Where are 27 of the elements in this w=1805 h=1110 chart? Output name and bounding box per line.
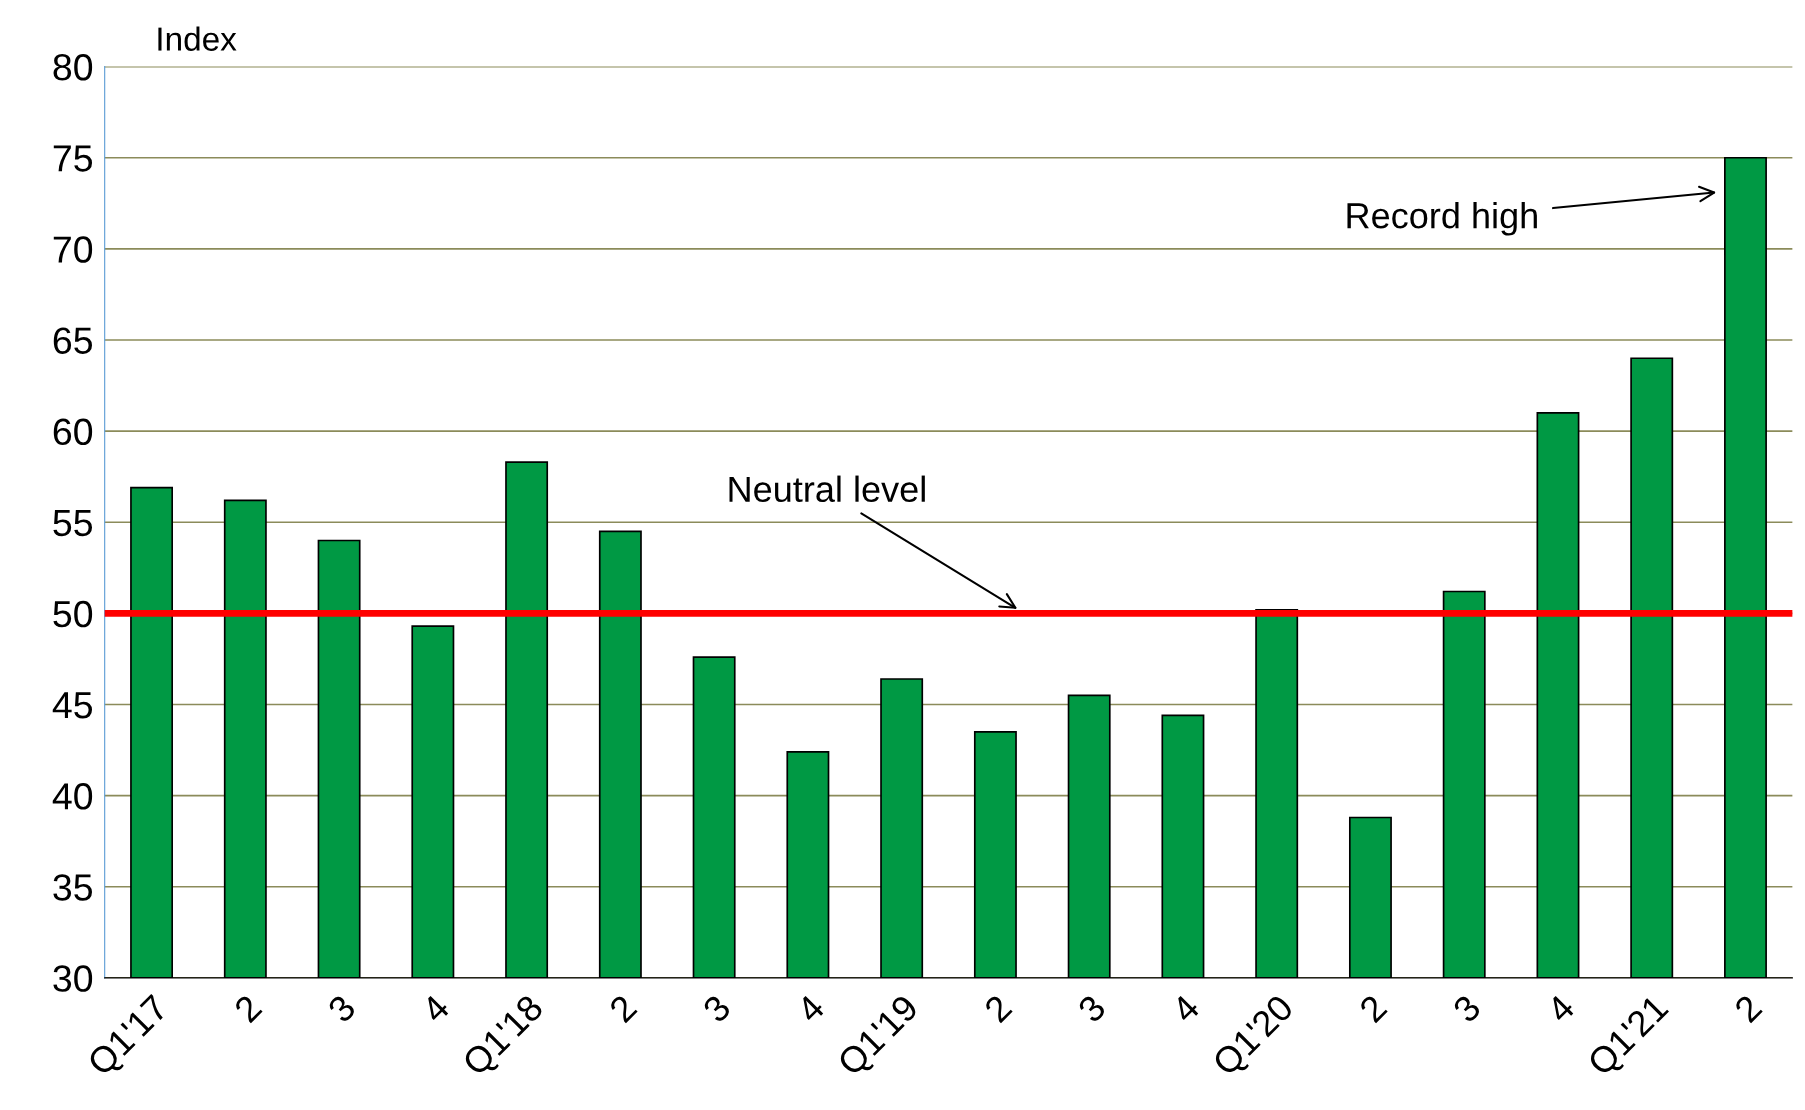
x-tick-label: 2: [983, 993, 1013, 1024]
x-tick-label: 2: [608, 993, 638, 1024]
x-tick-label: 2: [1733, 993, 1763, 1024]
x-tick-label: 3: [1451, 993, 1482, 1024]
x-tick-label: 4: [1545, 993, 1576, 1024]
y-tick-label: 75: [53, 145, 93, 172]
x-tick-label: 3: [701, 993, 732, 1024]
y-tick-label: 70: [53, 236, 93, 263]
y-tick-label: 55: [53, 510, 93, 537]
y-tick-label: 60: [53, 418, 93, 446]
x-tick-label: 4: [1170, 993, 1201, 1024]
annotation: Record high: [1347, 201, 1537, 236]
y-tick-label: 45: [52, 692, 93, 719]
y-tick-label: 80: [53, 54, 93, 81]
y-tick-label: 65: [53, 327, 93, 354]
x-tick-label: 4: [420, 993, 451, 1024]
y-tick-label: 30: [53, 965, 93, 992]
x-tick-label: 3: [1076, 993, 1107, 1024]
y-tick-label: 50: [53, 600, 93, 628]
x-tick-label: 2: [233, 993, 263, 1024]
x-tick-label: 4: [795, 993, 826, 1024]
y-tick-label: 35: [53, 874, 93, 901]
x-tick-label: 3: [326, 993, 357, 1024]
y-axis-title: Index: [158, 26, 237, 51]
ref-line-label: Neutral level: [729, 475, 925, 503]
x-tick-label: 2: [1358, 993, 1388, 1024]
y-tick-label: 40: [52, 783, 93, 810]
